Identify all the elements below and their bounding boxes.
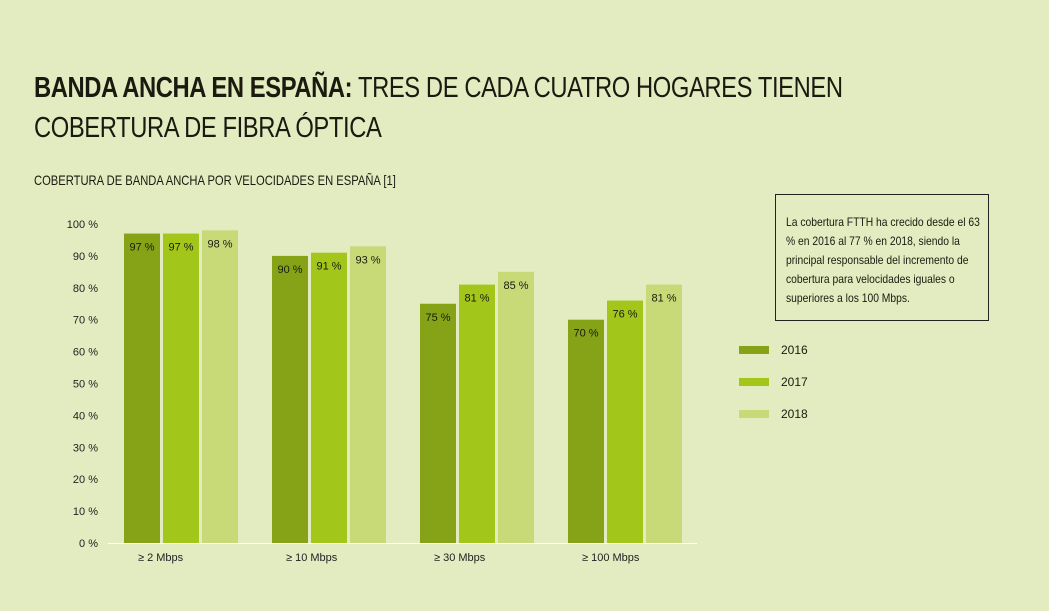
bar-value-label: 81 % xyxy=(464,293,489,305)
page-title: BANDA ANCHA EN ESPAÑA: TRES DE CADA CUAT… xyxy=(34,72,843,144)
y-tick-label: 20 % xyxy=(73,474,98,486)
bar xyxy=(350,246,386,543)
y-tick-label: 10 % xyxy=(73,506,98,518)
bar xyxy=(311,252,347,543)
bar xyxy=(459,284,495,543)
bar-value-label: 70 % xyxy=(573,328,598,340)
y-tick-label: 50 % xyxy=(73,379,98,391)
bar-value-label: 91 % xyxy=(316,261,341,273)
bar-value-label: 76 % xyxy=(612,309,637,321)
bar xyxy=(202,230,238,543)
bar-value-label: 97 % xyxy=(129,242,154,254)
bar-value-label: 98 % xyxy=(207,238,232,250)
legend-label: 2017 xyxy=(781,375,808,389)
legend-swatch xyxy=(739,346,769,354)
legend-swatch xyxy=(739,410,769,418)
x-tick-label: ≥ 100 Mbps xyxy=(582,552,640,564)
bar xyxy=(607,300,643,543)
y-tick-label: 60 % xyxy=(73,347,98,359)
bar-value-label: 81 % xyxy=(651,293,676,305)
note-box: La cobertura FTTH ha crecido desde el 63… xyxy=(775,194,989,321)
y-tick-label: 30 % xyxy=(73,442,98,454)
y-tick-label: 90 % xyxy=(73,251,98,263)
x-tick-label: ≥ 30 Mbps xyxy=(434,552,486,564)
bar xyxy=(568,319,604,543)
bar xyxy=(498,271,534,543)
bar xyxy=(272,255,308,543)
legend: 2016 2017 2018 xyxy=(739,334,808,430)
chart-title: COBERTURA DE BANDA ANCHA POR VELOCIDADES… xyxy=(34,172,396,188)
y-tick-label: 0 % xyxy=(79,538,98,550)
bar xyxy=(646,284,682,543)
bar-value-label: 85 % xyxy=(503,280,528,292)
legend-label: 2018 xyxy=(781,407,808,421)
bar xyxy=(420,303,456,543)
legend-label: 2016 xyxy=(781,343,808,357)
legend-item: 2016 xyxy=(739,334,808,366)
bar-value-label: 90 % xyxy=(277,264,302,276)
x-tick-label: ≥ 2 Mbps xyxy=(138,552,184,564)
x-tick-label: ≥ 10 Mbps xyxy=(286,552,338,564)
legend-swatch xyxy=(739,378,769,386)
bar-value-label: 97 % xyxy=(168,242,193,254)
bar xyxy=(124,233,160,543)
legend-item: 2018 xyxy=(739,398,808,430)
legend-item: 2017 xyxy=(739,366,808,398)
y-tick-label: 40 % xyxy=(73,410,98,422)
y-tick-label: 100 % xyxy=(67,219,98,231)
y-tick-label: 70 % xyxy=(73,315,98,327)
bar-value-label: 93 % xyxy=(355,254,380,266)
bar xyxy=(163,233,199,543)
bar-value-label: 75 % xyxy=(425,312,450,324)
y-tick-label: 80 % xyxy=(73,283,98,295)
